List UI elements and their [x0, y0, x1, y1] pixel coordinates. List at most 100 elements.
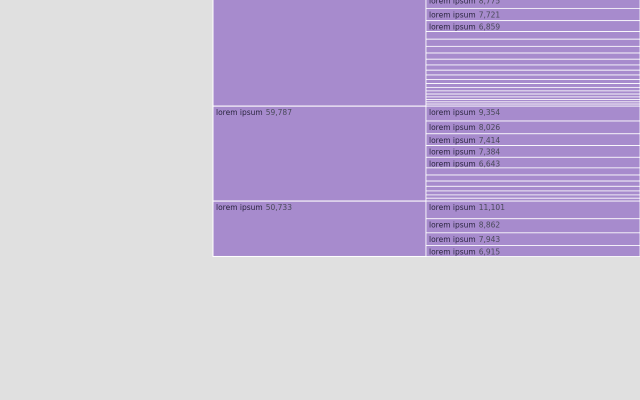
group-1-child-13[interactable] [425, 83, 640, 88]
group-2-child-1-label: lorem ipsum 8,026 [429, 123, 500, 132]
group-1-child-6-cell[interactable] [425, 45, 640, 54]
group-1-child-11-cell[interactable] [425, 74, 640, 80]
group-1-child-13-cell[interactable] [425, 83, 640, 88]
group-1-child-8[interactable] [425, 58, 640, 66]
group-1-child-12[interactable] [425, 79, 640, 84]
group-2-child-0-name: lorem ipsum [429, 108, 476, 117]
group-1-child-1-name: lorem ipsum [429, 0, 476, 5]
group-1-child-5[interactable] [425, 38, 640, 47]
group-1-child-14[interactable] [425, 86, 640, 92]
group-2-child-3-name: lorem ipsum [429, 148, 476, 157]
group-3-label: lorem ipsum 50,733 [216, 203, 292, 212]
group-1-child-4[interactable] [425, 31, 640, 40]
group-2-child-2[interactable]: lorem ipsum 7,414 [425, 133, 640, 146]
group-1-child-14-cell[interactable] [425, 86, 640, 92]
group-2-child-1[interactable]: lorem ipsum 8,026 [425, 120, 640, 135]
group-3-child-3-cell[interactable] [425, 245, 640, 257]
group-2-cell[interactable] [212, 105, 427, 202]
group-1-child-1-value: 8,775 [479, 0, 501, 5]
group-1-child-10[interactable] [425, 69, 640, 76]
group-2-child-4-name: lorem ipsum [429, 159, 476, 168]
group-1-child-1[interactable]: lorem ipsum 8,775 [425, 0, 640, 9]
group-1-child-7[interactable] [425, 52, 640, 60]
group-1-child-8-cell[interactable] [425, 58, 640, 66]
group-2-child-10-cell[interactable] [425, 194, 640, 199]
group-2-name: lorem ipsum [216, 108, 263, 117]
group-1-child-11[interactable] [425, 74, 640, 80]
group-1-child-3-name: lorem ipsum [429, 23, 476, 32]
group-3-cell[interactable] [212, 200, 427, 257]
group-3-child-3-label: lorem ipsum 6,915 [429, 247, 500, 256]
group-1-child-9-cell[interactable] [425, 64, 640, 71]
group-3-child-2[interactable]: lorem ipsum 7,943 [425, 232, 640, 246]
group-1[interactable]: lorem ipsum84,247 [212, 0, 427, 107]
group-3-child-1[interactable]: lorem ipsum 8,862 [425, 218, 640, 234]
group-2-child-2-value: 7,414 [479, 136, 501, 145]
group-1-child-10-cell[interactable] [425, 69, 640, 76]
group-2-child-5-cell[interactable] [425, 167, 640, 176]
group-3-child-3-value: 6,915 [479, 247, 501, 256]
group-2-child-9[interactable] [425, 190, 640, 196]
group-3[interactable]: lorem ipsum 50,733 [212, 200, 427, 257]
group-1-child-12-cell[interactable] [425, 79, 640, 84]
group-1-child-5-cell[interactable] [425, 38, 640, 47]
group-1-child-7-cell[interactable] [425, 52, 640, 60]
group-2-child-4[interactable]: lorem ipsum 6,643 [425, 156, 640, 168]
group-1-child-3-value: 6,859 [479, 23, 501, 32]
group-2-child-7-cell[interactable] [425, 180, 640, 187]
group-1-child-15[interactable] [425, 90, 640, 95]
group-2[interactable]: lorem ipsum 59,787 [212, 105, 427, 202]
group-3-child-0-name: lorem ipsum [429, 203, 476, 212]
group-2-child-0-label: lorem ipsum 9,354 [429, 108, 500, 117]
group-1-child-3-label: lorem ipsum 6,859 [429, 23, 500, 32]
group-2-child-7[interactable] [425, 180, 640, 187]
group-3-value: 50,733 [266, 203, 292, 212]
group-2-child-3-label: lorem ipsum 7,384 [429, 148, 500, 157]
group-3-child-0[interactable]: lorem ipsum 11,101 [425, 200, 640, 220]
group-2-child-0[interactable]: lorem ipsum 9,354 [425, 105, 640, 122]
group-1-child-3[interactable]: lorem ipsum 6,859 [425, 20, 640, 32]
group-1-child-2-label: lorem ipsum 7,721 [429, 10, 500, 19]
group-3-child-3-name: lorem ipsum [429, 247, 476, 256]
group-2-label: lorem ipsum 59,787 [216, 108, 292, 117]
group-2-child-3[interactable]: lorem ipsum 7,384 [425, 145, 640, 158]
group-3-child-2-label: lorem ipsum 7,943 [429, 235, 500, 244]
group-2-child-8[interactable] [425, 185, 640, 192]
group-2-child-3-value: 7,384 [479, 148, 501, 157]
group-3-child-0-value: 11,101 [479, 203, 505, 212]
group-2-child-11[interactable] [425, 197, 640, 202]
group-2-child-10[interactable] [425, 194, 640, 199]
group-1-child-2[interactable]: lorem ipsum 7,721 [425, 7, 640, 22]
group-2-child-2-label: lorem ipsum 7,414 [429, 136, 500, 145]
group-1-child-2-name: lorem ipsum [429, 10, 476, 19]
group-2-child-9-cell[interactable] [425, 190, 640, 196]
group-3-child-3[interactable]: lorem ipsum 6,915 [425, 245, 640, 257]
group-3-name: lorem ipsum [216, 203, 263, 212]
group-3-child-1-value: 8,862 [479, 221, 501, 230]
group-3-child-0-label: lorem ipsum 11,101 [429, 203, 505, 212]
group-1-child-16[interactable] [425, 93, 640, 98]
group-1-child-1-label: lorem ipsum 8,775 [429, 0, 500, 5]
group-2-child-6[interactable] [425, 174, 640, 182]
group-1-child-15-cell[interactable] [425, 90, 640, 95]
root-column [0, 0, 213, 400]
group-2-child-0-value: 9,354 [479, 108, 501, 117]
group-2-child-11-cell[interactable] [425, 197, 640, 202]
group-3-child-1-label: lorem ipsum 8,862 [429, 221, 500, 230]
group-3-child-1-name: lorem ipsum [429, 221, 476, 230]
group-2-child-5[interactable] [425, 167, 640, 176]
group-1-child-4-cell[interactable] [425, 31, 640, 40]
group-1-child-2-value: 7,721 [479, 10, 501, 19]
groups-layer: lorem ipsumlorem ipsum84,247lorem ipsum5… [212, 0, 427, 257]
group-2-child-1-value: 8,026 [479, 123, 501, 132]
group-1-child-9[interactable] [425, 64, 640, 71]
group-1-child-16-cell[interactable] [425, 93, 640, 98]
group-2-child-2-name: lorem ipsum [429, 136, 476, 145]
group-1-child-6[interactable] [425, 45, 640, 54]
group-2-child-8-cell[interactable] [425, 185, 640, 192]
group-2-child-4-label: lorem ipsum 6,643 [429, 159, 500, 168]
group-2-child-6-cell[interactable] [425, 174, 640, 182]
group-1-cell[interactable] [212, 0, 427, 107]
group-2-value: 59,787 [266, 108, 292, 117]
